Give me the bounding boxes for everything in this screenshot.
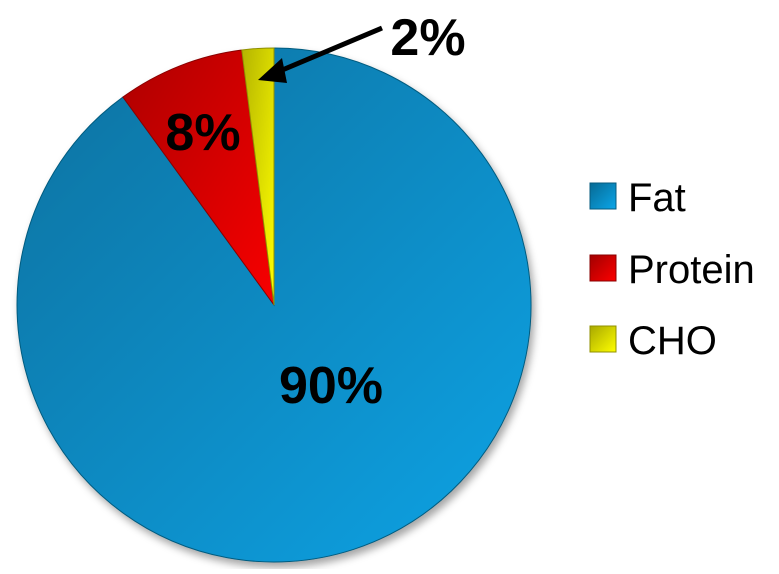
legend-item-cho: CHO [589,319,717,363]
labels-layer: 90% 8% 2% [165,9,465,415]
pie-slice-cho [241,47,275,306]
legend-swatch-fat [589,182,617,210]
slice-label-protein: 8% [165,104,240,162]
legend-swatch-cho [589,325,617,353]
callout-arrow [258,25,383,83]
pie-slice-protein [122,49,275,306]
slices-layer [16,47,532,563]
legend-item-fat: Fat [589,176,686,220]
legend-swatch-protein [589,254,617,282]
legend-item-protein: Protein [589,248,755,292]
legend-label-cho: CHO [628,319,717,363]
slice-label-fat: 90% [279,357,383,415]
pie-slice-fat [16,47,532,563]
legend-label-fat: Fat [628,176,686,220]
legend-label-protein: Protein [628,248,755,292]
slice-label-cho: 2% [390,9,465,67]
legend: Fat Protein CHO [589,176,755,363]
